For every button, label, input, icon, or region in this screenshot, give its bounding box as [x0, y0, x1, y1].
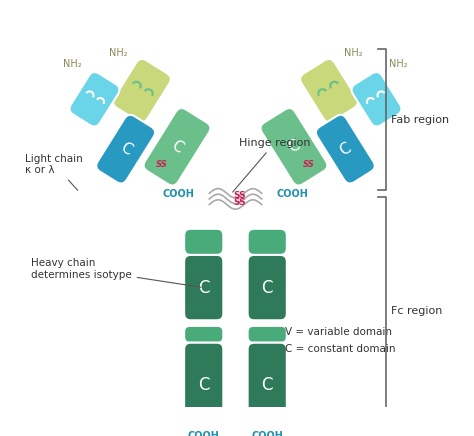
Text: NH₂: NH₂ [109, 48, 128, 58]
Text: NH₂: NH₂ [344, 48, 362, 58]
FancyBboxPatch shape [69, 72, 119, 126]
Text: Fab region: Fab region [392, 115, 449, 125]
FancyBboxPatch shape [184, 326, 223, 343]
FancyBboxPatch shape [184, 343, 223, 427]
FancyBboxPatch shape [184, 255, 223, 320]
Text: SS: SS [303, 160, 315, 169]
FancyBboxPatch shape [316, 115, 375, 184]
FancyBboxPatch shape [260, 108, 328, 186]
FancyBboxPatch shape [144, 108, 210, 186]
Text: NH₂: NH₂ [64, 59, 82, 69]
Text: SS: SS [233, 198, 246, 207]
Text: COOH: COOH [276, 189, 308, 199]
Text: COOH: COOH [251, 431, 283, 436]
FancyBboxPatch shape [184, 229, 223, 255]
Text: SS: SS [156, 160, 168, 169]
Text: Fc region: Fc region [392, 306, 443, 316]
Text: C: C [117, 140, 134, 158]
Text: Heavy chain
determines isotype: Heavy chain determines isotype [31, 258, 201, 287]
Text: C: C [285, 138, 302, 156]
Text: C: C [262, 376, 273, 394]
Text: COOH: COOH [188, 431, 219, 436]
Text: COOH: COOH [163, 189, 195, 199]
FancyBboxPatch shape [247, 343, 287, 427]
Text: C: C [262, 279, 273, 296]
Text: C: C [198, 279, 210, 296]
FancyBboxPatch shape [247, 326, 287, 343]
Text: NH₂: NH₂ [389, 59, 408, 69]
Text: Hinge region: Hinge region [233, 138, 310, 192]
Text: C: C [198, 376, 210, 394]
Text: C: C [337, 140, 354, 158]
FancyBboxPatch shape [247, 255, 287, 320]
Text: SS: SS [233, 191, 246, 200]
FancyBboxPatch shape [96, 115, 155, 184]
FancyBboxPatch shape [113, 59, 171, 122]
Text: Light chain
κ or λ: Light chain κ or λ [26, 153, 83, 190]
FancyBboxPatch shape [351, 72, 401, 126]
FancyBboxPatch shape [300, 59, 358, 122]
Text: C = constant domain: C = constant domain [285, 344, 395, 354]
Text: V = variable domain: V = variable domain [285, 327, 392, 337]
FancyBboxPatch shape [247, 229, 287, 255]
Text: C: C [169, 138, 185, 156]
